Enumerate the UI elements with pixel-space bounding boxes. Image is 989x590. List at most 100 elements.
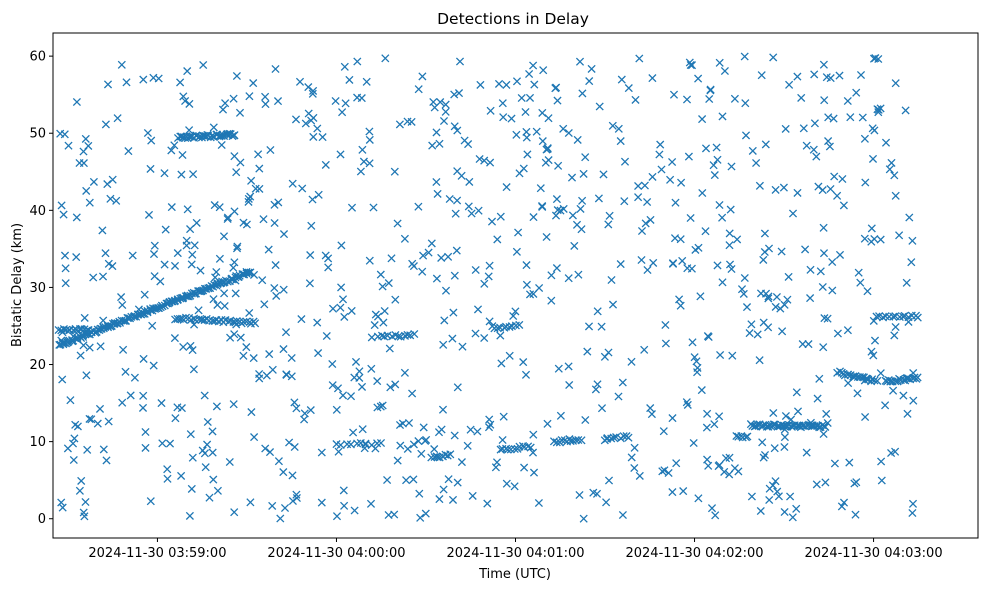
detection-marker xyxy=(409,475,418,484)
detection-marker xyxy=(765,484,774,493)
detection-marker xyxy=(158,439,167,448)
detection-marker xyxy=(874,54,883,64)
detection-marker xyxy=(761,140,770,149)
detection-marker xyxy=(194,306,203,315)
detection-marker xyxy=(424,248,433,257)
detection-marker xyxy=(290,442,299,452)
detection-marker xyxy=(781,124,790,133)
track-marker xyxy=(446,450,455,459)
detection-marker xyxy=(438,405,448,414)
y-tick-label: 20 xyxy=(29,358,46,373)
detection-marker xyxy=(844,379,853,388)
detection-marker xyxy=(608,121,617,130)
detection-marker xyxy=(317,498,326,507)
detection-marker xyxy=(661,320,670,330)
detection-marker xyxy=(776,304,785,313)
detection-marker xyxy=(453,167,462,176)
detection-marker xyxy=(308,89,317,98)
detection-marker xyxy=(349,428,358,437)
detection-marker xyxy=(877,476,886,485)
detection-marker xyxy=(414,85,423,94)
detection-marker xyxy=(530,80,539,89)
detection-marker xyxy=(656,140,665,149)
detection-marker xyxy=(885,165,894,174)
detection-marker xyxy=(266,145,275,155)
detection-marker xyxy=(573,135,582,144)
detection-marker xyxy=(453,196,462,205)
detection-marker xyxy=(307,116,316,125)
detection-marker xyxy=(617,75,626,84)
detection-marker xyxy=(171,414,180,423)
detection-marker xyxy=(441,107,450,116)
detection-marker xyxy=(208,448,217,457)
detection-marker xyxy=(712,143,721,152)
detection-marker xyxy=(396,441,405,450)
detection-marker xyxy=(69,455,78,465)
detection-marker xyxy=(340,62,349,71)
detection-marker xyxy=(753,330,762,339)
detection-marker xyxy=(640,181,649,190)
detection-marker xyxy=(167,146,176,155)
detection-marker xyxy=(804,340,813,349)
detection-marker xyxy=(564,128,573,138)
detection-marker xyxy=(908,236,917,245)
detection-marker xyxy=(772,292,781,302)
detection-marker xyxy=(581,153,590,162)
detection-marker xyxy=(543,144,552,153)
detection-marker xyxy=(819,60,828,69)
detection-marker xyxy=(585,77,594,86)
detection-marker xyxy=(336,303,345,312)
detection-marker xyxy=(620,197,629,206)
detection-marker xyxy=(669,90,679,99)
detection-marker xyxy=(163,465,172,474)
track-marker xyxy=(251,319,260,328)
detection-marker xyxy=(161,225,170,234)
detection-marker xyxy=(682,95,692,104)
detection-marker xyxy=(213,486,222,495)
detection-marker xyxy=(534,498,543,508)
detection-marker xyxy=(876,104,885,113)
detection-marker xyxy=(543,419,552,428)
detection-marker xyxy=(439,340,448,349)
track-marker xyxy=(574,435,583,445)
detection-marker xyxy=(676,301,685,310)
detection-marker xyxy=(891,191,900,200)
detection-marker xyxy=(764,294,773,303)
detection-marker xyxy=(579,514,588,523)
detection-marker xyxy=(552,195,561,204)
detection-marker xyxy=(305,279,314,288)
detection-marker xyxy=(647,410,656,419)
detection-marker xyxy=(867,347,876,356)
detection-marker xyxy=(402,476,411,485)
detection-marker xyxy=(209,123,218,132)
detection-marker xyxy=(337,241,346,250)
detection-marker xyxy=(710,171,719,180)
detection-marker xyxy=(339,486,348,495)
detection-marker xyxy=(473,305,483,314)
detection-marker xyxy=(502,80,511,89)
track-marker xyxy=(183,292,192,301)
detection-marker xyxy=(61,264,70,273)
detection-marker xyxy=(385,344,394,353)
track-marker xyxy=(624,433,633,442)
detection-marker xyxy=(379,318,388,327)
detection-marker xyxy=(512,130,521,139)
detection-marker xyxy=(860,134,869,143)
detection-marker xyxy=(118,398,127,407)
detection-marker xyxy=(80,313,89,322)
detection-marker xyxy=(552,83,561,92)
detection-marker xyxy=(634,193,643,202)
detection-marker xyxy=(684,152,693,161)
detection-marker xyxy=(812,152,821,161)
detection-marker xyxy=(249,79,258,88)
y-tick-label: 40 xyxy=(29,204,46,219)
detection-marker xyxy=(529,61,538,70)
detection-marker xyxy=(427,239,436,248)
detection-marker xyxy=(793,188,802,197)
detection-marker xyxy=(270,218,279,228)
detection-marker xyxy=(519,358,528,367)
detection-marker xyxy=(217,140,226,150)
detection-marker xyxy=(824,137,833,146)
detection-marker xyxy=(357,382,367,391)
detection-marker xyxy=(140,290,149,299)
